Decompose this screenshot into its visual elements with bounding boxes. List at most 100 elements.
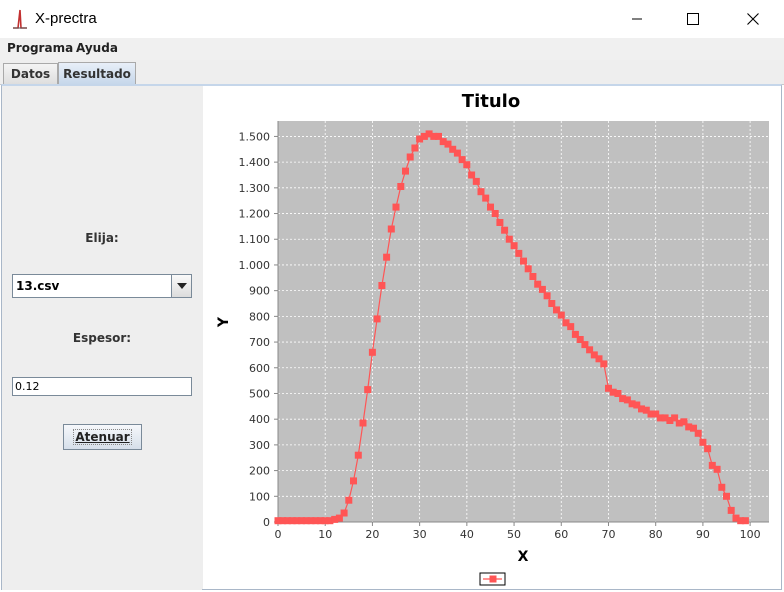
y-tick-label: 300 (249, 439, 270, 452)
data-point (288, 517, 296, 525)
maximize-button[interactable] (670, 0, 716, 38)
minimize-button[interactable] (614, 0, 660, 38)
window-title: X-prectra (35, 10, 97, 27)
data-point (652, 410, 660, 418)
x-tick-label: 30 (413, 528, 427, 541)
x-tick-label: 80 (649, 528, 663, 541)
data-point (718, 483, 726, 491)
file-select-value: 13.csv (16, 279, 60, 293)
menu-programa[interactable]: Programa (7, 41, 74, 55)
data-point (680, 418, 688, 426)
data-point (548, 300, 556, 307)
data-point (694, 429, 702, 437)
data-point (458, 156, 466, 164)
legend (479, 572, 506, 586)
data-point (453, 149, 461, 157)
data-point (505, 235, 513, 243)
minimize-icon (632, 18, 642, 20)
data-point (420, 132, 428, 140)
data-point (614, 390, 622, 397)
data-point (364, 386, 372, 394)
thickness-label: Espesor: (72, 331, 132, 345)
file-select[interactable]: 13.csv (12, 274, 192, 298)
data-point (661, 414, 669, 422)
data-point (586, 346, 594, 354)
data-point (656, 414, 664, 422)
x-tick-label: 0 (275, 528, 282, 541)
data-point (727, 506, 735, 514)
data-point (425, 130, 433, 138)
chart-title: Titulo (462, 91, 520, 112)
y-tick-label: 1.100 (239, 233, 271, 246)
y-axis-label: Y (216, 316, 232, 328)
x-tick-label: 50 (507, 528, 521, 541)
data-point (298, 517, 306, 525)
attenuate-button[interactable]: Atenuar (63, 424, 142, 450)
x-tick-label: 70 (601, 528, 615, 541)
thickness-input[interactable] (12, 377, 192, 396)
data-point (312, 517, 320, 525)
plot-background (278, 121, 769, 522)
data-point (472, 177, 480, 185)
data-point (576, 336, 584, 343)
data-point (321, 517, 329, 525)
data-point (671, 414, 679, 422)
data-point (647, 410, 655, 418)
data-point (496, 219, 504, 226)
data-point (317, 517, 324, 525)
data-point (279, 517, 287, 525)
y-tick-label: 1.400 (239, 156, 271, 169)
data-point (411, 144, 419, 152)
data-point (491, 210, 499, 217)
data-point (406, 153, 414, 161)
chart-panel: Titulo 0 100 200 300 400 500 600 700 800 900 1.000… (203, 86, 781, 589)
close-button[interactable] (730, 0, 776, 38)
data-point (529, 273, 537, 280)
data-point (482, 194, 490, 202)
series-layer (274, 130, 749, 525)
y-tick-label: 1.300 (239, 182, 271, 195)
attenuate-button-label: Atenuar (73, 429, 132, 445)
data-point (340, 509, 348, 517)
data-point (562, 319, 570, 327)
data-point (354, 451, 362, 459)
chevron-down-icon (176, 283, 187, 289)
data-point (293, 517, 301, 525)
tab-resultado[interactable]: Resultado (58, 62, 136, 85)
data-point (524, 265, 532, 273)
x-tick-label: 100 (740, 528, 761, 541)
tab-strip: Datos Resultado (0, 60, 784, 85)
data-point (501, 226, 509, 234)
y-tick-label: 200 (249, 465, 270, 478)
data-point (283, 517, 291, 525)
data-point (468, 171, 476, 179)
data-point (534, 280, 542, 288)
legend-series-marker (489, 575, 497, 583)
tab-datos[interactable]: Datos (3, 63, 58, 84)
tab-datos-label: Datos (10, 67, 51, 81)
data-point (326, 517, 334, 525)
data-point (439, 138, 447, 146)
data-point (699, 438, 707, 446)
select-label: Elija: (85, 231, 119, 245)
y-tick-label: 1.000 (239, 259, 271, 272)
data-point (416, 135, 424, 143)
data-point (567, 323, 575, 331)
data-point (373, 315, 381, 323)
data-point (520, 257, 527, 265)
y-tick-label: 1.500 (239, 130, 271, 143)
y-tick-label: 600 (249, 362, 270, 375)
data-point (595, 355, 603, 363)
data-point (383, 253, 391, 261)
menu-ayuda[interactable]: Ayuda (76, 41, 118, 55)
x-axis-label: X (518, 549, 529, 565)
file-select-dropdown-button[interactable] (171, 275, 191, 297)
maximize-icon (687, 13, 699, 25)
data-point (402, 167, 409, 175)
y-axis: 0 100 200 300 400 500 600 700 800 900 1.000 1.100 1.… (239, 121, 279, 529)
x-tick-label: 90 (696, 528, 710, 541)
y-tick-label: 1.200 (239, 208, 271, 221)
data-point (515, 249, 523, 257)
data-point (345, 496, 353, 504)
control-panel (2, 86, 202, 590)
